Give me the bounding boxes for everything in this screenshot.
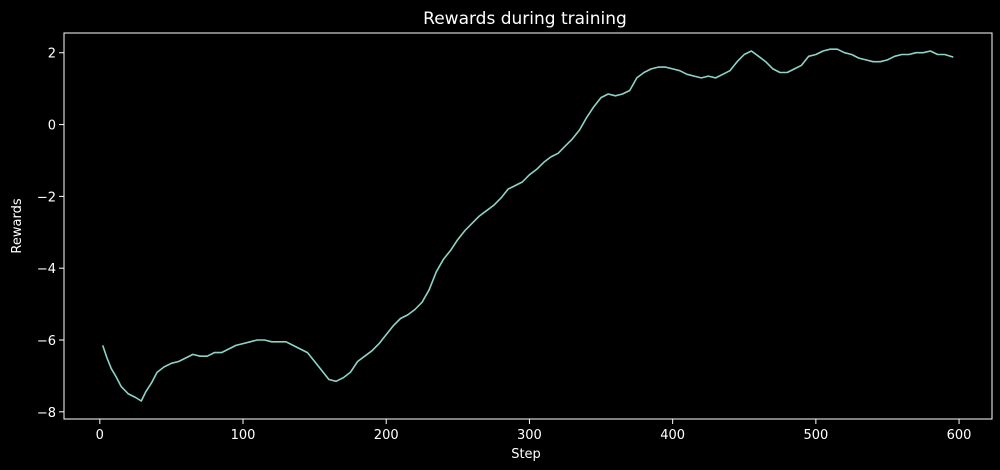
x-tick-label: 500: [803, 428, 828, 443]
x-tick-label: 0: [96, 428, 104, 443]
x-axis-label: Step: [511, 447, 541, 462]
chart-title: Rewards during training: [423, 9, 627, 29]
x-axis-ticks: 0 100 200 300 400 500 600: [96, 419, 972, 443]
y-axis-ticks: −8 −6 −4 −2 0 2: [37, 47, 64, 421]
x-tick-label: 600: [947, 428, 972, 443]
x-tick-label: 200: [374, 428, 399, 443]
y-tick-label: −4: [37, 262, 56, 277]
y-axis-label: Rewards: [10, 198, 25, 253]
plot-area-frame: [63, 32, 993, 420]
y-tick-label: 0: [48, 119, 56, 134]
x-tick-label: 100: [231, 428, 256, 443]
x-tick-label: 300: [517, 428, 542, 443]
y-tick-label: −2: [37, 190, 56, 205]
y-tick-label: −8: [37, 406, 56, 421]
y-tick-label: −6: [37, 334, 56, 349]
rewards-series-line: [101, 48, 954, 402]
y-tick-label: 2: [48, 47, 56, 62]
x-tick-label: 400: [660, 428, 685, 443]
